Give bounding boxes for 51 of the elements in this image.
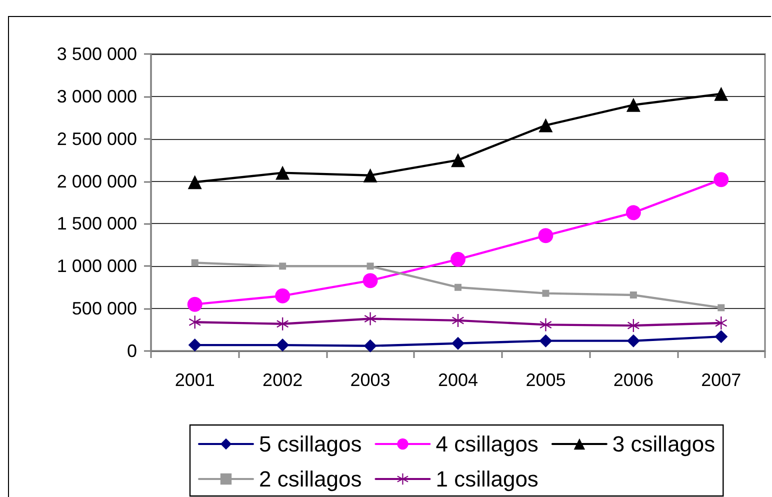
x-tick-label: 2007 [701, 370, 742, 390]
y-tick-label: 3 000 000 [56, 86, 137, 106]
x-tick-label: 2003 [350, 370, 390, 390]
point [276, 166, 290, 180]
point [364, 339, 377, 352]
legend-label: 2 csillagos [259, 466, 362, 492]
point [714, 86, 728, 101]
point [362, 273, 378, 288]
legend-label: 1 csillagos [436, 466, 538, 492]
point [188, 338, 202, 352]
legend-label: 4 csillagos [436, 432, 538, 456]
point [715, 316, 728, 330]
point [188, 175, 202, 190]
point [714, 172, 729, 188]
point [275, 288, 290, 304]
point [363, 168, 378, 182]
point [191, 259, 198, 266]
x-tick-label: 2005 [526, 370, 566, 390]
y-tick-label: 1 500 000 [56, 214, 137, 234]
point [276, 338, 290, 352]
point [714, 330, 728, 344]
point [451, 153, 465, 168]
point [538, 228, 554, 244]
point [540, 318, 552, 332]
point [452, 336, 464, 350]
y-tick-label: 3 500 000 [56, 44, 137, 64]
y-tick-label: 0 [126, 341, 137, 361]
legend-label: 3 csillagos [612, 432, 716, 456]
point [542, 290, 550, 297]
point [450, 252, 466, 267]
y-tick-label: 1 000 000 [56, 256, 137, 276]
point [538, 118, 553, 132]
legend-label: 5 csillagos [259, 432, 362, 456]
x-tick-label: 2004 [438, 370, 478, 390]
point [630, 291, 637, 298]
x-tick-label: 2002 [262, 370, 303, 390]
y-tick-label: 2 500 000 [56, 128, 137, 149]
point [279, 262, 286, 270]
point [364, 312, 376, 326]
y-tick-label: 500 000 [72, 298, 137, 319]
y-tick-label: 2 000 000 [56, 171, 137, 192]
x-tick-label: 2001 [174, 370, 215, 390]
point [366, 262, 374, 270]
point [626, 205, 641, 220]
point [539, 334, 552, 348]
point [626, 98, 640, 112]
point [454, 284, 462, 291]
point [187, 296, 202, 312]
point [718, 304, 725, 312]
x-tick-label: 2006 [613, 370, 654, 390]
point [626, 334, 640, 348]
